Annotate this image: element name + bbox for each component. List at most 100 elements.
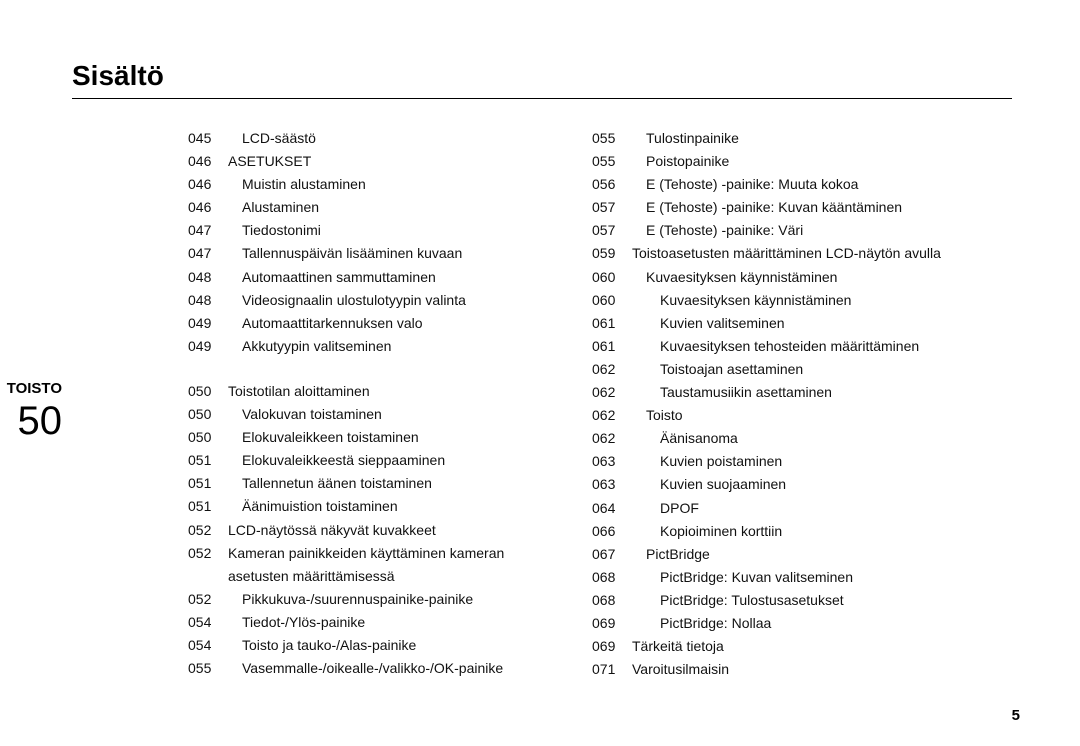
toc-entry-text: E (Tehoste) -painike: Kuvan kääntäminen [632, 196, 1012, 219]
toc-entry-text: PictBridge: Nollaa [632, 612, 1012, 635]
section-label-text: TOISTO [0, 380, 62, 397]
toc-entry-text: Kuvaesityksen käynnistäminen [632, 266, 1012, 289]
toc-page-num: 046 [188, 150, 228, 173]
toc-row: 061Kuvien valitseminen [592, 312, 1012, 335]
toc-row: 047Tiedostonimi [188, 219, 522, 242]
toc-entry-text: PictBridge: Kuvan valitseminen [632, 566, 1012, 589]
toc-page-num: 052 [188, 519, 228, 542]
toc-entry-text: Kuvien poistaminen [632, 450, 1012, 473]
toc-page-num: 071 [592, 658, 632, 681]
toc-row: 064DPOF [592, 497, 1012, 520]
toc-entry-text: Tiedot-/Ylös-painike [228, 611, 522, 634]
toc-entry-text: Tulostinpainike [632, 127, 1012, 150]
toc-row: 052LCD-näytössä näkyvät kuvakkeet [188, 519, 522, 542]
toc-row: 052Pikkukuva-/suurennuspainike-painike [188, 588, 522, 611]
toc-page-num: 062 [592, 404, 632, 427]
toc-entry-text: Toistoajan asettaminen [632, 358, 1012, 381]
toc-entry-text: Kuvien suojaaminen [632, 473, 1012, 496]
toc-row: 046Muistin alustaminen [188, 173, 522, 196]
toc-page-num: 052 [188, 588, 228, 611]
toc-entry-text: E (Tehoste) -painike: Väri [632, 219, 1012, 242]
toc-row: 056E (Tehoste) -painike: Muuta kokoa [592, 173, 1012, 196]
toc-list-upper: 045LCD-säästö046ASETUKSET046Muistin alus… [188, 127, 522, 358]
toc-row: 062Äänisanoma [592, 427, 1012, 450]
toc-row: 063Kuvien poistaminen [592, 450, 1012, 473]
toc-entry-text: Varoitusilmaisin [632, 658, 1012, 681]
toc-page-num: 054 [188, 634, 228, 657]
toc-page-num: 069 [592, 612, 632, 635]
toc-page-num: 062 [592, 381, 632, 404]
toc-page-num: 049 [188, 312, 228, 335]
toc-row: 062Toisto [592, 404, 1012, 427]
toc-row: 059Toistoasetusten määrittäminen LCD-näy… [592, 242, 1012, 265]
toc-page-num: 061 [592, 335, 632, 358]
toc-row: 071Varoitusilmaisin [592, 658, 1012, 681]
toc-page-num: 067 [592, 543, 632, 566]
toc-page-num: 062 [592, 358, 632, 381]
toc-page-num: 055 [188, 657, 228, 680]
toc-row: 050Toistotilan aloittaminen [188, 380, 522, 403]
toc-row: 062Toistoajan asettaminen [592, 358, 1012, 381]
toc-row: 050Valokuvan toistaminen [188, 403, 522, 426]
toc-row: 055Tulostinpainike [592, 127, 1012, 150]
toc-page-num: 063 [592, 473, 632, 496]
page: Sisältö 045LCD-säästö046ASETUKSET046Muis… [0, 0, 1080, 711]
toc-row: 057E (Tehoste) -painike: Väri [592, 219, 1012, 242]
toc-entry-text: E (Tehoste) -painike: Muuta kokoa [632, 173, 1012, 196]
toc-row: 066Kopioiminen korttiin [592, 520, 1012, 543]
toc-column-right: 055Tulostinpainike055Poistopainike056E (… [562, 127, 1012, 681]
toc-row: 068PictBridge: Tulostusasetukset [592, 589, 1012, 612]
toc-entry-text: Tiedostonimi [228, 219, 522, 242]
toc-page-num: 047 [188, 242, 228, 265]
toc-entry-text: Automaattinen sammuttaminen [228, 266, 522, 289]
toc-page-num: 051 [188, 449, 228, 472]
toc-entry-text: Toistotilan aloittaminen [228, 380, 522, 403]
toc-row: 045LCD-säästö [188, 127, 522, 150]
toc-entry-text: Toisto ja tauko-/Alas-painike [228, 634, 522, 657]
toc-row: 055Poistopainike [592, 150, 1012, 173]
toc-page-num: 052 [188, 542, 228, 588]
toc-row: 049Automaattitarkennuksen valo [188, 312, 522, 335]
toc-page-num: 063 [592, 450, 632, 473]
toc-entry-text: Toisto [632, 404, 1012, 427]
toc-entry-text: Äänimuistion toistaminen [228, 495, 522, 518]
toc-entry-text: Tallennuspäivän lisääminen kuvaan [228, 242, 522, 265]
toc-page-num: 060 [592, 266, 632, 289]
toc-page-num: 056 [592, 173, 632, 196]
toc-row: 051Äänimuistion toistaminen [188, 495, 522, 518]
toc-page-num: 045 [188, 127, 228, 150]
toc-row: 061Kuvaesityksen tehosteiden määrittämin… [592, 335, 1012, 358]
toc-page-num: 049 [188, 335, 228, 358]
toc-entry-text: Pikkukuva-/suurennuspainike-painike [228, 588, 522, 611]
toc-page-num: 051 [188, 495, 228, 518]
toc-row: 069Tärkeitä tietoja [592, 635, 1012, 658]
toc-entry-text: PictBridge [632, 543, 1012, 566]
toc-entry-text: Tallennetun äänen toistaminen [228, 472, 522, 495]
toc-entry-text: Akkutyypin valitseminen [228, 335, 522, 358]
toc-entry-text: Videosignaalin ulostulotyypin valinta [228, 289, 522, 312]
toc-page-num: 061 [592, 312, 632, 335]
toc-entry-text: LCD-näytössä näkyvät kuvakkeet [228, 519, 522, 542]
toc-entry-text: ASETUKSET [228, 150, 522, 173]
toc-row: 046Alustaminen [188, 196, 522, 219]
toc-entry-text: Muistin alustaminen [228, 173, 522, 196]
toc-page-num: 057 [592, 219, 632, 242]
toc-entry-text: DPOF [632, 497, 1012, 520]
toc-entry-text: LCD-säästö [228, 127, 522, 150]
toc-row: 057E (Tehoste) -painike: Kuvan kääntämin… [592, 196, 1012, 219]
toc-row: 060Kuvaesityksen käynnistäminen [592, 266, 1012, 289]
toc-row: 069PictBridge: Nollaa [592, 612, 1012, 635]
toc-entry-text: Elokuvaleikkeen toistaminen [228, 426, 522, 449]
toc-page-num: 051 [188, 472, 228, 495]
toc-row: 054Tiedot-/Ylös-painike [188, 611, 522, 634]
page-number: 5 [1012, 707, 1020, 724]
toc-page-num: 064 [592, 497, 632, 520]
toc-page-num: 054 [188, 611, 228, 634]
toc-row: 050Elokuvaleikkeen toistaminen [188, 426, 522, 449]
toc-page-num: 057 [592, 196, 632, 219]
toc-row: 060Kuvaesityksen käynnistäminen [592, 289, 1012, 312]
toc-page-num: 059 [592, 242, 632, 265]
toc-page-num: 046 [188, 173, 228, 196]
toc-row: 062Taustamusiikin asettaminen [592, 381, 1012, 404]
toc-list-lower: 050Toistotilan aloittaminen050Valokuvan … [188, 380, 522, 680]
